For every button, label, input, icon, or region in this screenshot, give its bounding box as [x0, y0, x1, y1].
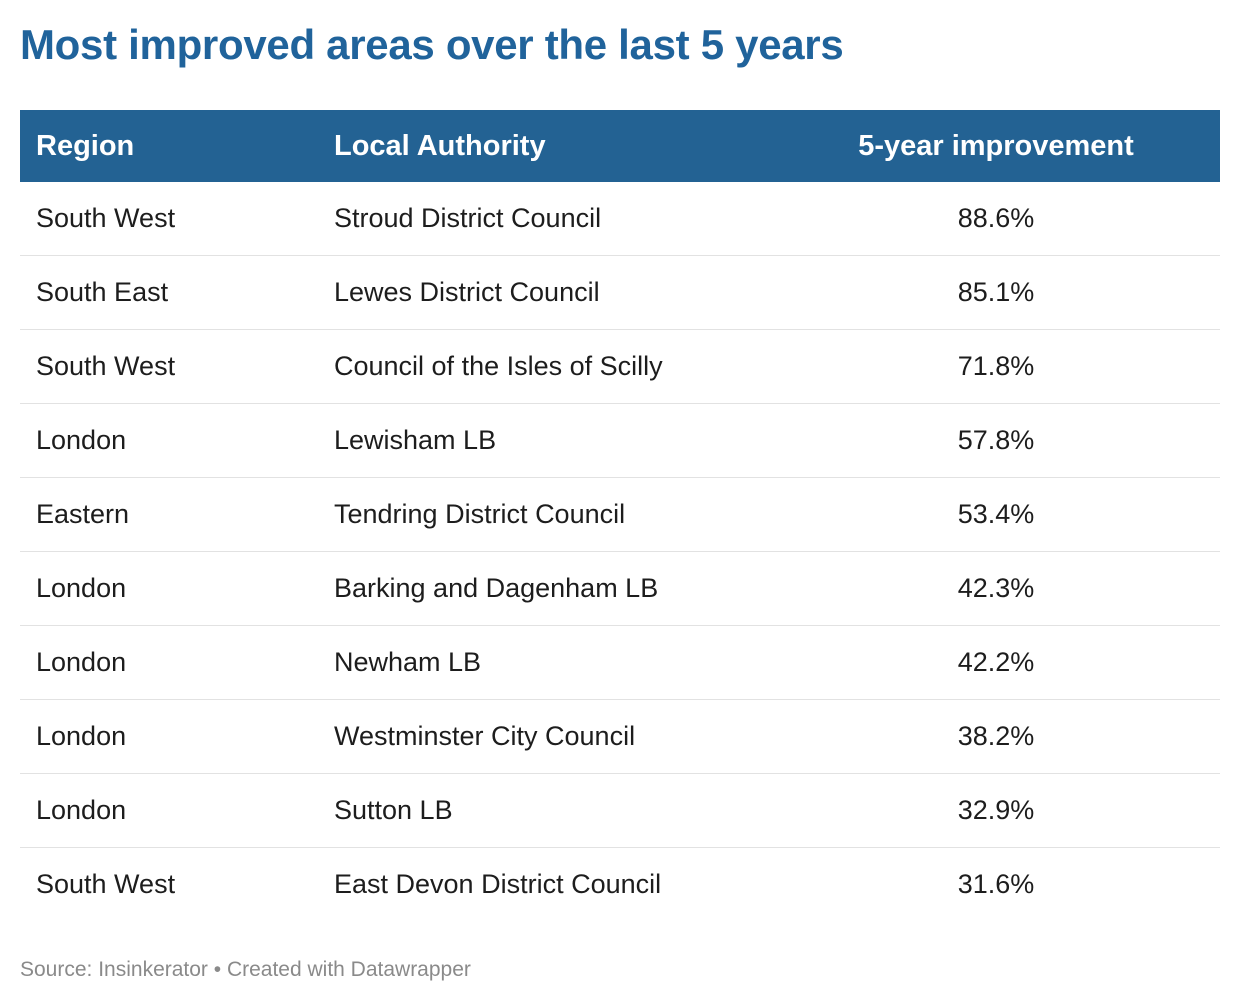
cell-improvement: 53.4% — [957, 499, 1035, 529]
cell-improvement: 42.3% — [957, 573, 1035, 603]
cell-local-authority: Lewes District Council — [334, 277, 600, 307]
table-body: South West Stroud District Council 88.6% So… — [20, 182, 1220, 921]
cell-region: South West — [36, 351, 176, 381]
cell-improvement: 42.2% — [957, 647, 1035, 677]
cell-region: London — [36, 425, 127, 455]
cell-region: South West — [36, 869, 176, 899]
cell-improvement: 88.6% — [957, 203, 1035, 233]
cell-local-authority: Newham LB — [334, 647, 482, 677]
table-row: Eastern Tendring District Council 53.4% — [20, 478, 1220, 552]
cell-improvement: 71.8% — [957, 351, 1035, 381]
cell-region: South West — [36, 203, 176, 233]
cell-region: London — [36, 795, 127, 825]
table-row: London Lewisham LB 57.8% — [20, 404, 1220, 478]
cell-local-authority: Barking and Dagenham LB — [334, 573, 659, 603]
table-header: Region Local Authority 5-year improvemen… — [20, 110, 1220, 182]
cell-improvement: 57.8% — [957, 425, 1035, 455]
cell-region: London — [36, 721, 127, 751]
chart-title: Most improved areas over the last 5 year… — [20, 21, 844, 68]
column-header-region[interactable]: Region — [36, 129, 135, 162]
cell-region: South East — [36, 277, 169, 307]
cell-local-authority: Stroud District Council — [334, 203, 602, 233]
cell-improvement: 32.9% — [957, 795, 1035, 825]
table-row: South West East Devon District Council 31.… — [20, 848, 1220, 921]
cell-local-authority: Westminster City Council — [334, 721, 636, 751]
table-row: South East Lewes District Council 85.1% — [20, 256, 1220, 330]
cell-local-authority: East Devon District Council — [334, 869, 662, 899]
cell-local-authority: Tendring District Council — [334, 499, 626, 529]
table-row: London Westminster City Council 38.2% — [20, 700, 1220, 774]
cell-local-authority: Sutton LB — [334, 795, 453, 825]
data-table: Region Local Authority 5-year improvemen… — [20, 110, 1220, 921]
table-row: London Sutton LB 32.9% — [20, 774, 1220, 848]
source-footer: Source: Insinkerator • Created with Data… — [20, 958, 471, 981]
column-header-local-authority[interactable]: Local Authority — [334, 129, 546, 162]
column-header-improvement[interactable]: 5-year improvement — [858, 129, 1134, 162]
cell-improvement: 85.1% — [957, 277, 1035, 307]
cell-improvement: 31.6% — [957, 869, 1035, 899]
cell-region: London — [36, 647, 127, 677]
cell-improvement: 38.2% — [957, 721, 1035, 751]
cell-local-authority: Council of the Isles of Scilly — [334, 351, 663, 381]
table-row: South West Council of the Isles of Scilly… — [20, 330, 1220, 404]
cell-local-authority: Lewisham LB — [334, 425, 497, 455]
table-row: London Barking and Dagenham LB 42.3% — [20, 552, 1220, 626]
cell-region: Eastern — [36, 499, 130, 529]
cell-region: London — [36, 573, 127, 603]
table-row: South West Stroud District Council 88.6% — [20, 182, 1220, 256]
table-row: London Newham LB 42.2% — [20, 626, 1220, 700]
